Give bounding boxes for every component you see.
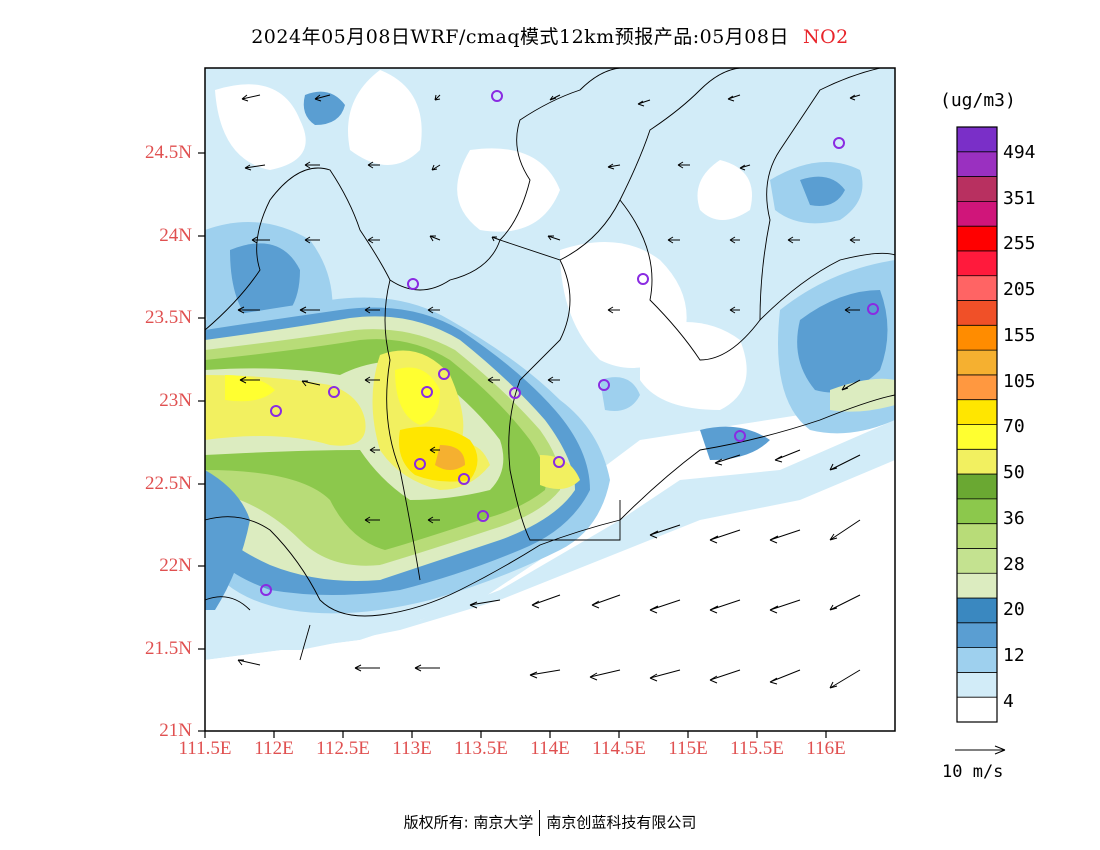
wind-vectors: [237, 94, 861, 689]
map-title: 2024年05月08日WRF/cmaq模式12km预报产品:05月08日 NO2: [251, 26, 849, 48]
colorbar-label: 105: [1003, 371, 1036, 392]
colorbar-swatch: [957, 151, 997, 178]
colorbar-swatch: [957, 548, 997, 574]
lon-label-112: 112E: [254, 738, 294, 759]
lat-label-24: 24N: [159, 225, 192, 246]
colorbar-swatch: [957, 176, 997, 202]
colorbar-swatch: [957, 399, 997, 425]
colorbar-label: 155: [1003, 325, 1036, 346]
colorbar-label: 12: [1003, 645, 1025, 666]
colorbar-swatch: [957, 647, 997, 673]
footer-left: 版权所有: 南京大学: [403, 813, 534, 832]
colorbar-swatch: [957, 325, 997, 351]
lat-label-22: 22N: [159, 555, 192, 576]
lon-label-112-5: 112.5E: [316, 738, 370, 759]
colorbar-label: 351: [1003, 188, 1036, 209]
monitoring-stations: [260, 90, 879, 596]
lat-label-23-5: 23.5N: [145, 307, 192, 328]
colorbar-swatch: [957, 300, 997, 326]
lon-label-116: 116E: [806, 738, 846, 759]
colorbar-swatch: [957, 498, 997, 525]
colorbar-swatch: [957, 127, 997, 153]
lat-label-24-5: 24.5N: [145, 142, 192, 163]
lat-label-22-5: 22.5N: [145, 473, 192, 494]
axis-ticks: [198, 152, 827, 738]
colorbar-swatch: [957, 350, 997, 376]
lon-label-115: 115E: [668, 738, 708, 759]
footer-right: 南京创蓝科技有限公司: [546, 813, 697, 832]
colorbar-swatch: [957, 672, 997, 698]
lon-label-114: 114E: [530, 738, 570, 759]
colorbar-swatch: [957, 449, 997, 475]
lon-label-114-5: 114.5E: [592, 738, 646, 759]
colorbar-swatch: [957, 226, 997, 252]
lat-label-21-5: 21.5N: [145, 638, 192, 659]
colorbar-swatch: [957, 374, 997, 401]
colorbar-swatch: [957, 598, 997, 624]
colorbar-label: 255: [1003, 233, 1036, 254]
colorbar-swatch: [957, 201, 997, 227]
colorbar-frame: [956, 126, 998, 723]
species-label: NO2: [802, 26, 849, 48]
lon-label-111-5: 111.5E: [178, 738, 232, 759]
colorbar-label: 28: [1003, 554, 1025, 575]
copyright-footer: 版权所有: 南京大学 南京创蓝科技有限公司: [0, 810, 1100, 836]
colorbar-label: 4: [1003, 691, 1014, 712]
colorbar-label: 205: [1003, 279, 1036, 300]
lon-label-113: 113E: [392, 738, 432, 759]
colorbar-swatch: [957, 573, 997, 599]
colorbar-label: 494: [1003, 142, 1036, 163]
colorbar-swatch: [957, 424, 997, 450]
colorbar-swatch: [957, 622, 997, 649]
lon-label-115-5: 115.5E: [730, 738, 784, 759]
colorbar-swatch: [957, 474, 997, 500]
footer-divider: [539, 810, 541, 836]
colorbar-label: 50: [1003, 462, 1025, 483]
lat-label-23: 23N: [159, 390, 192, 411]
colorbar-swatch: [957, 697, 997, 723]
colorbar-swatch: [957, 250, 997, 277]
colorbar-swatch: [957, 275, 997, 302]
colorbar-label: 70: [1003, 416, 1025, 437]
concentration-field: [205, 68, 895, 731]
colorbar-label: 20: [1003, 599, 1025, 620]
lat-label-21: 21N: [159, 720, 192, 741]
colorbar-swatch: [957, 523, 997, 549]
colorbar-label: 36: [1003, 508, 1025, 529]
colorbar-unit: (ug/m3): [940, 90, 1016, 111]
colorbar: [957, 127, 997, 723]
vector-legend-label: 10 m/s: [942, 762, 1004, 782]
vector-legend-arrow: [955, 745, 1006, 755]
lon-label-113-5: 113.5E: [454, 738, 508, 759]
